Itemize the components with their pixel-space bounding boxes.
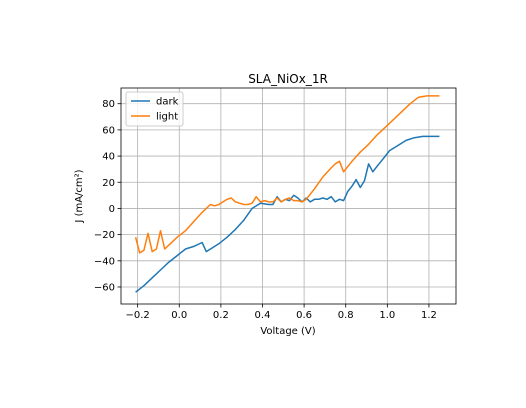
- series-layer: [134, 95, 440, 293]
- y-axis-label: J (mA/cm²): [74, 169, 85, 223]
- x-tick-label: 1.0: [379, 310, 395, 321]
- legend: dark light: [125, 91, 184, 127]
- series-line-light: [134, 95, 440, 254]
- plot-area-frame: [120, 87, 457, 305]
- x-tick-label: 0.4: [255, 310, 271, 321]
- x-tick-label: 0.6: [296, 310, 312, 321]
- y-tick-label: 80: [102, 99, 115, 110]
- x-tick-label: −0.2: [125, 310, 149, 321]
- series-line-dark: [135, 135, 440, 293]
- legend-label-light: light: [156, 112, 178, 123]
- y-tick-label: 20: [102, 178, 115, 189]
- x-axis-ticks: −0.2 0.0 0.2 0.4 0.6 0.8 1.0 1.2: [125, 304, 437, 321]
- chart-title: SLA_NiOx_1R: [248, 72, 328, 86]
- y-tick-label: 0: [109, 204, 115, 215]
- y-axis-ticks: −60 −40 −20 0 20 40 60 80: [94, 99, 121, 293]
- x-tick-label: 1.2: [421, 310, 437, 321]
- y-tick-label: −60: [94, 282, 115, 293]
- y-tick-label: 60: [102, 125, 115, 136]
- legend-label-dark: dark: [156, 97, 179, 108]
- x-tick-label: 0.2: [213, 310, 229, 321]
- y-tick-label: −40: [94, 256, 115, 267]
- grid: [121, 88, 456, 304]
- y-tick-label: 40: [102, 152, 115, 163]
- x-tick-label: 0.0: [171, 310, 187, 321]
- y-tick-label: −20: [94, 230, 115, 241]
- x-axis-label: Voltage (V): [260, 326, 315, 337]
- x-tick-label: 0.8: [338, 310, 354, 321]
